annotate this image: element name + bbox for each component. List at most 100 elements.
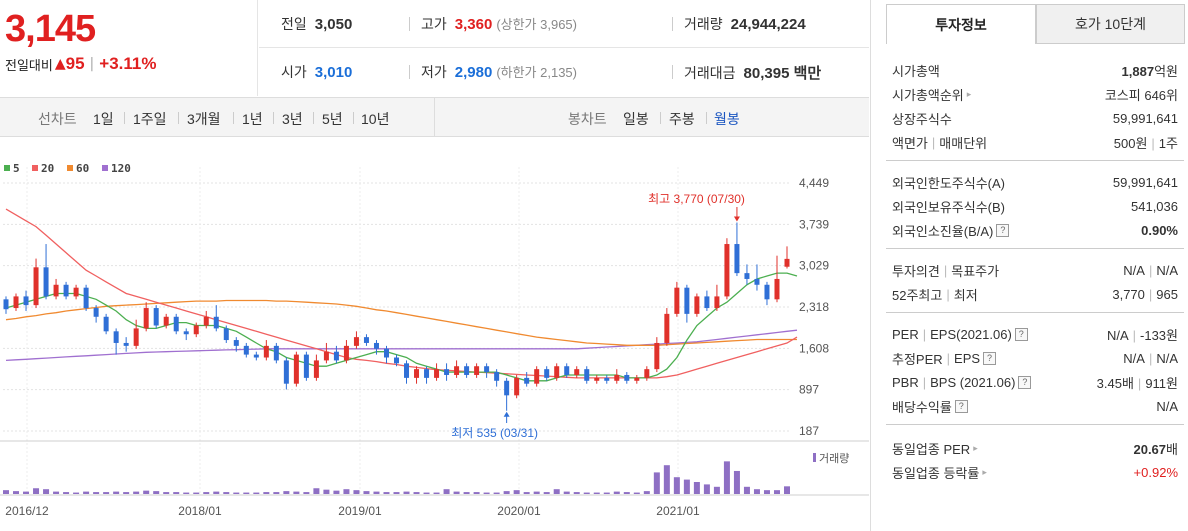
candle-body xyxy=(544,369,550,378)
candle-body xyxy=(454,366,460,375)
volume-bar xyxy=(573,492,580,494)
divider xyxy=(409,17,410,31)
volume-bar xyxy=(753,489,760,494)
change-separator: | xyxy=(89,56,95,72)
period-1w[interactable]: 1주일 xyxy=(133,111,167,127)
candle-body xyxy=(574,369,580,375)
volume-legend-label: 거래량 xyxy=(819,452,849,465)
x-tick-label: 2021/01 xyxy=(656,504,700,518)
x-tick-label: 2016/12 xyxy=(5,504,49,518)
amount-cell: 거래대금 80,395 백만 xyxy=(684,62,821,83)
volume-bar xyxy=(583,492,590,494)
period-3m[interactable]: 3개월 xyxy=(187,111,221,127)
help-icon[interactable]: ? xyxy=(1018,375,1032,389)
prev-close-value: 3,050 xyxy=(314,15,353,33)
volume-bar xyxy=(623,492,630,494)
volume-bar xyxy=(183,492,190,494)
lower-limit: (하한가 2,135) xyxy=(496,65,577,80)
divider xyxy=(672,65,673,79)
volume-bar xyxy=(423,492,430,494)
help-icon[interactable]: ? xyxy=(954,399,968,413)
candle-body xyxy=(514,377,520,396)
help-icon[interactable]: ? xyxy=(983,351,997,365)
candle-body xyxy=(343,345,349,361)
candle-body xyxy=(353,337,359,346)
tab-order-book[interactable]: 호가 10단계 xyxy=(1036,4,1185,44)
legend-label: 60 xyxy=(76,162,89,175)
volume-bar xyxy=(63,492,70,494)
candle-body xyxy=(594,377,600,381)
candle-body xyxy=(744,273,750,279)
candle-body xyxy=(33,267,39,306)
current-price: 3,145 xyxy=(5,8,96,50)
volume-bar xyxy=(663,465,670,494)
foreign-limit-value: 59,991,641 xyxy=(1112,174,1178,190)
divider xyxy=(886,160,1184,161)
high-value: 3,360 xyxy=(454,15,493,33)
foreign-hold-label: 외국인보유주식수(B) xyxy=(892,199,1006,215)
volume-value: 24,944,224 xyxy=(730,15,806,33)
prev-close-label: 전일 xyxy=(281,15,307,32)
x-tick-label: 2018/01 xyxy=(178,504,222,518)
volume-bar xyxy=(313,488,320,494)
help-icon[interactable]: ? xyxy=(996,223,1010,237)
volume-legend-swatch xyxy=(813,453,816,462)
volume-bar xyxy=(533,491,540,494)
per-label: PER | EPS(2021.06)? xyxy=(886,327,1028,342)
volume-bar xyxy=(784,486,790,494)
amount-value: 80,395 백만 xyxy=(743,64,822,82)
sector-per-link[interactable]: 동일업종 PER ▸ xyxy=(892,441,978,457)
period-monthly[interactable]: 월봉 xyxy=(714,111,740,127)
candle-body xyxy=(293,354,299,384)
candle-body xyxy=(444,369,450,375)
volume-bar xyxy=(373,491,380,494)
candle-body xyxy=(504,380,510,396)
tab-investment-info[interactable]: 투자정보 xyxy=(886,4,1036,44)
volume-bar xyxy=(503,491,510,494)
market-cap-value: 1,887억원 xyxy=(1121,63,1178,79)
candle-body xyxy=(93,308,99,317)
y-tick-label: 897 xyxy=(799,383,819,397)
foreign-ratio-label: 외국인소진율(B/A)? xyxy=(886,221,1010,240)
sector-change-row: 동일업종 등락률 ▸ +0.92% xyxy=(886,460,1184,484)
per-value: N/A | -133원 xyxy=(1106,327,1178,343)
dividend-row: 배당수익률? N/A xyxy=(886,394,1184,418)
period-daily[interactable]: 일봉 xyxy=(623,111,649,127)
volume-bar xyxy=(113,491,120,494)
prev-close-cell: 전일 3,050 xyxy=(281,14,352,34)
volume-bar xyxy=(303,492,310,494)
candle-body xyxy=(484,366,490,373)
period-10y[interactable]: 10년 xyxy=(361,111,390,127)
market-cap-rank-link[interactable]: 시가총액순위 ▸ xyxy=(892,87,972,103)
help-icon[interactable]: ? xyxy=(1014,327,1028,341)
open-cell: 시가 3,010 xyxy=(281,62,352,82)
candle-body xyxy=(474,366,480,375)
quote-row-1: 전일 3,050 고가 3,360 (상한가 3,965) 거래량 24,944… xyxy=(259,0,869,48)
volume-bar xyxy=(403,491,410,494)
low-cell: 저가 2,980 (하한가 2,135) xyxy=(421,62,577,82)
volume-bar xyxy=(763,490,770,494)
volume-bar xyxy=(493,492,500,494)
y-tick-label: 3,739 xyxy=(799,217,829,231)
candle-body xyxy=(303,354,309,378)
period-1y[interactable]: 1년 xyxy=(242,111,263,127)
period-5y[interactable]: 5년 xyxy=(322,111,343,127)
candle-body xyxy=(153,308,159,326)
candle-body xyxy=(784,258,790,267)
volume-bar xyxy=(693,482,700,494)
candle-body xyxy=(223,328,229,341)
legend-swatch xyxy=(32,165,38,171)
period-3y[interactable]: 3년 xyxy=(282,111,303,127)
high-label: 고가 xyxy=(421,15,447,32)
chevron-right-icon: ▸ xyxy=(982,466,987,477)
candle-body xyxy=(714,296,720,309)
up-arrow-icon: ▲ xyxy=(54,56,66,72)
period-1d[interactable]: 1일 xyxy=(93,111,114,127)
sector-change-link[interactable]: 동일업종 등락률 ▸ xyxy=(892,465,987,481)
candle-body xyxy=(464,366,470,375)
ma-line-5 xyxy=(5,272,798,382)
period-weekly[interactable]: 주봉 xyxy=(669,111,695,127)
volume-bar xyxy=(193,492,200,494)
candle-body xyxy=(143,308,149,329)
listed-shares-row: 상장주식수 59,991,641 xyxy=(886,106,1184,130)
